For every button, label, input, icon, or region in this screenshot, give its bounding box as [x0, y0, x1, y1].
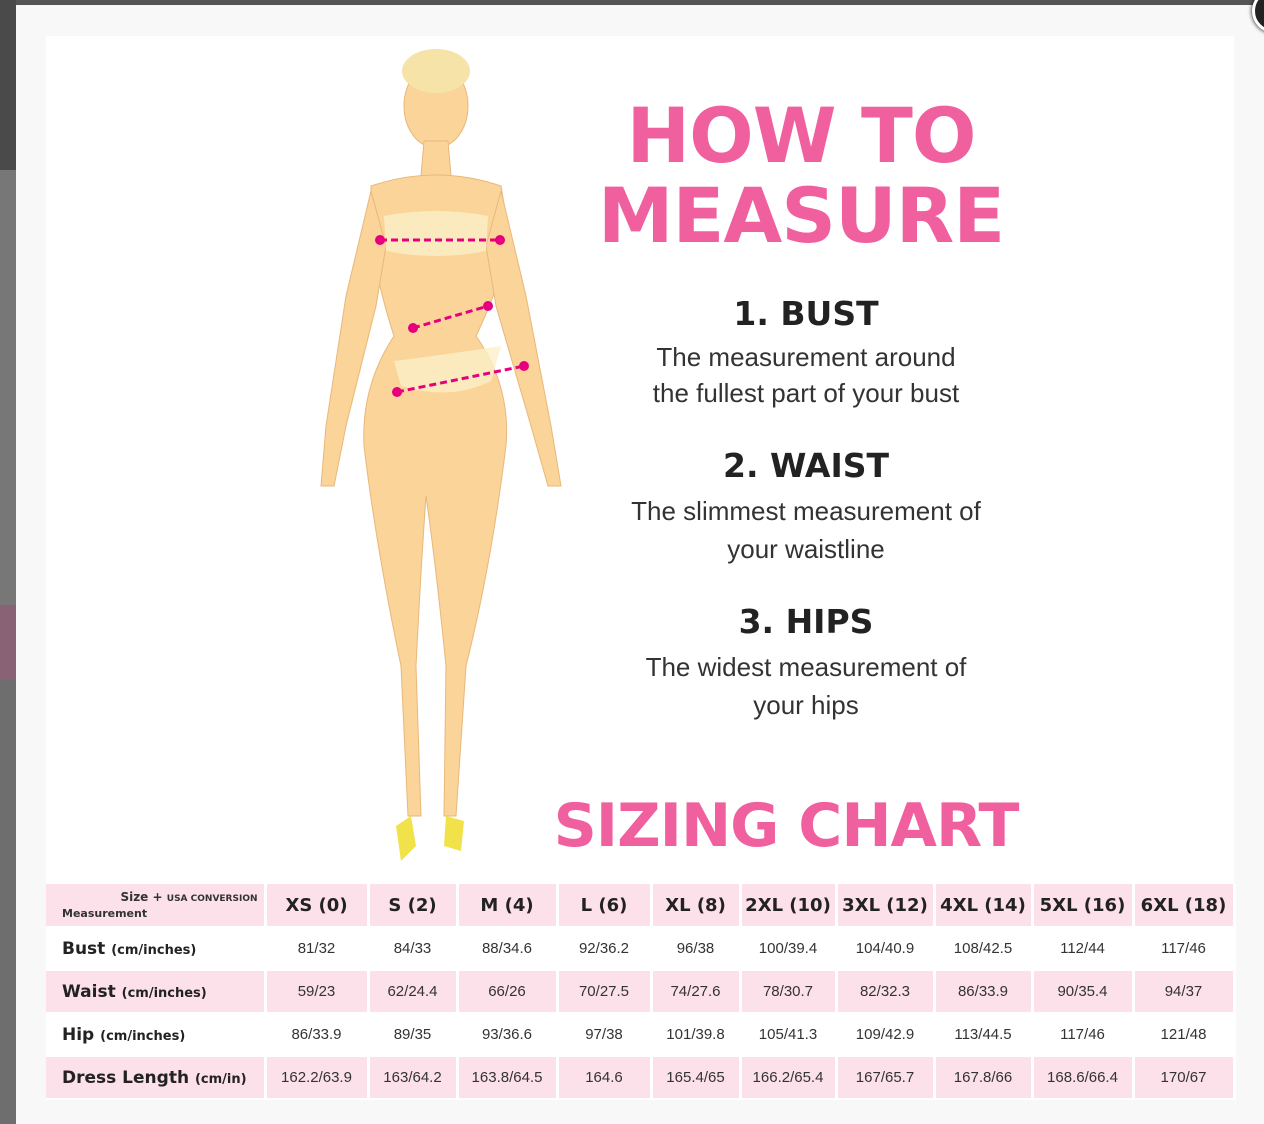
- table-cell: 162.2/63.9: [265, 1056, 370, 1100]
- column-header: XL (8): [651, 884, 742, 928]
- table-cell: 84/33: [368, 927, 459, 971]
- table-cell: 81/32: [265, 927, 370, 971]
- column-header: 2XL (10): [740, 884, 838, 928]
- table-cell: 78/30.7: [740, 970, 838, 1014]
- page-background: [0, 0, 16, 1124]
- table-cell: 164.6: [557, 1056, 653, 1100]
- size-guide-modal: HOW TO MEASURE 1. BUST The measurement aro…: [16, 0, 1264, 1124]
- table-cell: 104/40.9: [836, 927, 936, 971]
- table-cell: 88/34.6: [457, 927, 559, 971]
- column-header: 4XL (14): [934, 884, 1034, 928]
- table-cell: 113/44.5: [934, 1013, 1034, 1057]
- table-cell: 117/46: [1133, 927, 1236, 971]
- measurement-name: Dress Length: [62, 1067, 190, 1088]
- table-cell: 90/35.4: [1032, 970, 1135, 1014]
- table-cell: 167/65.7: [836, 1056, 936, 1100]
- table-cell: 70/27.5: [557, 970, 653, 1014]
- table-cell: 66/26: [457, 970, 559, 1014]
- bust-section: 1. BUST The measurement around the fullest…: [652, 294, 960, 408]
- table-cell: 108/42.5: [934, 927, 1034, 971]
- measurement-unit: (cm/in): [194, 1071, 247, 1087]
- table-row: Hip (cm/inches) 86/33.9 89/35 93/36.6 97/38 1…: [46, 1013, 1236, 1057]
- table-cell: 100/39.4: [740, 927, 838, 971]
- column-header: 3XL (12): [836, 884, 936, 928]
- measurement-name: Hip: [62, 1024, 95, 1045]
- measurement-unit: (cm/inches): [121, 985, 207, 1001]
- sizing-image: HOW TO MEASURE 1. BUST The measurement aro…: [46, 36, 1236, 1100]
- table-cell: 165.4/65: [651, 1056, 742, 1100]
- row-label: Dress Length (cm/in): [46, 1056, 267, 1100]
- table-row: Bust (cm/inches) 81/32 84/33 88/34.6 92/36.2…: [46, 927, 1236, 971]
- measurement-unit: (cm/inches): [100, 1028, 186, 1044]
- table-row: Waist (cm/inches) 59/23 62/24.4 66/26 70/27.…: [46, 970, 1236, 1014]
- table-cell: 121/48: [1133, 1013, 1236, 1057]
- close-button[interactable]: ×: [1252, 0, 1264, 33]
- table-cell: 94/37: [1133, 970, 1236, 1014]
- corner-header: Size + USA CONVERSION Measurement: [46, 884, 267, 928]
- row-label: Waist (cm/inches): [46, 970, 267, 1014]
- table-cell: 168.6/66.4: [1032, 1056, 1135, 1100]
- table-cell: 109/42.9: [836, 1013, 936, 1057]
- table-cell: 92/36.2: [557, 927, 653, 971]
- measurement-name: Bust: [62, 938, 106, 959]
- table-cell: 170/67: [1133, 1056, 1236, 1100]
- table-cell: 166.2/65.4: [740, 1056, 838, 1100]
- table-cell: 86/33.9: [934, 970, 1034, 1014]
- table-cell: 167.8/66: [934, 1056, 1034, 1100]
- measurement-unit: (cm/inches): [111, 942, 197, 958]
- table-cell: 86/33.9: [265, 1013, 370, 1057]
- table-cell: 163.8/64.5: [457, 1056, 559, 1100]
- measurement-name: Waist: [62, 981, 116, 1002]
- waist-section: 2. WAIST The slimmest measurement of your …: [631, 446, 981, 564]
- row-label: Hip (cm/inches): [46, 1013, 267, 1057]
- column-header: XS (0): [265, 884, 370, 928]
- sizing-table: Size + USA CONVERSION Measurement XS (0) S…: [46, 884, 1236, 1100]
- table-cell: 101/39.8: [651, 1013, 742, 1057]
- table-row: Dress Length (cm/in) 162.2/63.9 163/64.2 16…: [46, 1056, 1236, 1100]
- hips-section: 3. HIPS The widest measurement of your hip…: [645, 602, 967, 720]
- table-cell: 93/36.6: [457, 1013, 559, 1057]
- column-header: S (2): [368, 884, 459, 928]
- table-cell: 163/64.2: [368, 1056, 459, 1100]
- row-label: Bust (cm/inches): [46, 927, 267, 971]
- table-cell: 74/27.6: [651, 970, 742, 1014]
- column-header: L (6): [557, 884, 653, 928]
- body-figure-illustration: [320, 49, 562, 861]
- column-header: 5XL (16): [1032, 884, 1135, 928]
- table-cell: 97/38: [557, 1013, 653, 1057]
- table-cell: 105/41.3: [740, 1013, 838, 1057]
- table-cell: 59/23: [265, 970, 370, 1014]
- column-header: M (4): [457, 884, 559, 928]
- table-cell: 96/38: [651, 927, 742, 971]
- table-cell: 117/46: [1032, 1013, 1135, 1057]
- how-to-measure-heading: HOW TO MEASURE: [597, 91, 1005, 260]
- sizing-chart-heading: SIZING CHART: [553, 791, 1020, 861]
- table-cell: 89/35: [368, 1013, 459, 1057]
- table-cell: 82/32.3: [836, 970, 936, 1014]
- table-cell: 112/44: [1032, 927, 1135, 971]
- table-cell: 62/24.4: [368, 970, 459, 1014]
- table-header-row: Size + USA CONVERSION Measurement XS (0) S…: [46, 884, 1236, 928]
- column-header: 6XL (18): [1133, 884, 1236, 928]
